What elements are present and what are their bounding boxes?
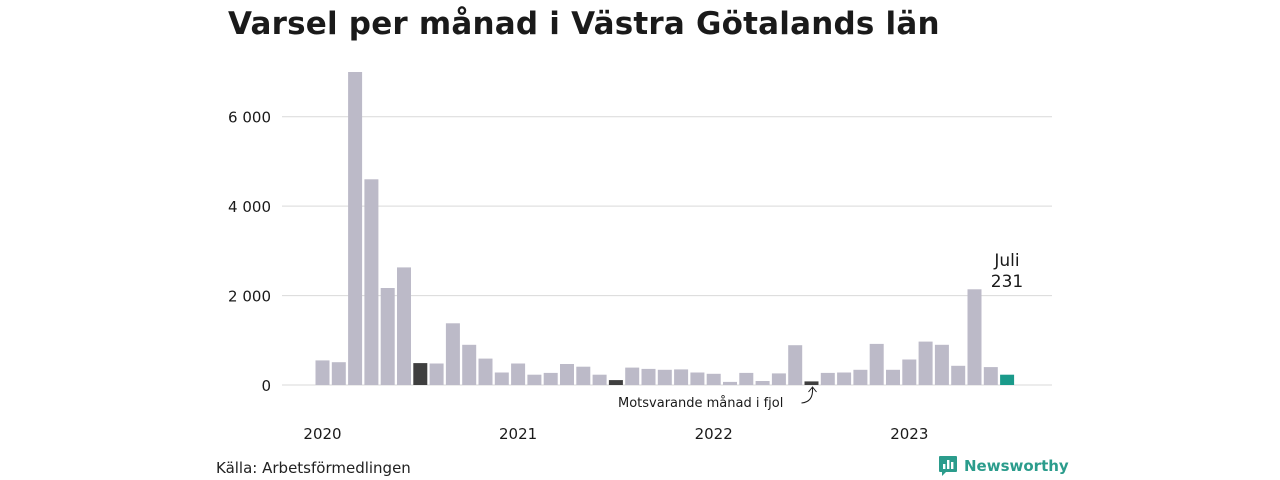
bars <box>315 72 1015 385</box>
bar-chart-speech-icon <box>939 456 957 476</box>
bar-2022-04 <box>755 381 770 385</box>
bar-2022-08 <box>820 372 835 385</box>
bar-2021-05 <box>576 366 591 385</box>
bar-2022-09 <box>837 372 852 385</box>
y-tick-label: 2 000 <box>228 288 271 306</box>
bar-2022-10 <box>853 369 868 385</box>
annotation-arrow <box>801 386 817 404</box>
bar-2021-03 <box>543 372 558 385</box>
x-year-label-2023: 2023 <box>890 425 928 443</box>
bar-2020-08 <box>429 363 444 385</box>
x-axis-year-labels: 2020 2021 2022 2023 <box>303 425 928 443</box>
bar-2022-11 <box>869 343 884 385</box>
bar-2023-05 <box>967 289 982 385</box>
bar-2020-07 <box>413 363 428 385</box>
x-year-label-2020: 2020 <box>303 425 341 443</box>
bar-2020-04 <box>364 179 379 385</box>
bar-2021-08 <box>625 367 640 385</box>
bar-2023-04 <box>951 365 966 385</box>
bar-2020-09 <box>445 323 460 385</box>
bar-2020-05 <box>380 288 395 385</box>
bar-2020-11 <box>478 358 493 385</box>
bar-2020-10 <box>462 344 477 385</box>
annotation-text: Motsvarande månad i fjol <box>618 396 783 411</box>
brand-logo: Newsworthy <box>938 455 1069 477</box>
bar-2023-06 <box>983 367 998 385</box>
bar-2022-12 <box>886 369 900 385</box>
source-note: Källa: Arbetsförmedlingen <box>216 459 411 477</box>
bar-2021-11 <box>674 369 689 385</box>
bar-2020-01 <box>315 360 330 385</box>
bar-2021-07 <box>608 380 623 385</box>
bar-2021-10 <box>657 369 672 385</box>
current-value-callout: Juli 231 <box>991 251 1023 292</box>
y-tick-label: 4 000 <box>228 198 271 216</box>
callout-value: 231 <box>991 272 1023 292</box>
bar-2021-06 <box>592 374 607 385</box>
bar-2023-07 <box>1000 374 1015 385</box>
bar-2020-06 <box>397 267 411 385</box>
y-tick-label: 6 000 <box>228 109 271 127</box>
bar-2021-01 <box>511 363 526 385</box>
bar-2021-12 <box>690 372 705 385</box>
bar-2023-01 <box>902 359 917 385</box>
y-axis-ticks: 0 2 000 4 000 6 000 <box>228 109 271 395</box>
bar-2021-04 <box>560 364 574 385</box>
bar-2020-03 <box>348 72 363 385</box>
bar-2020-02 <box>331 362 346 385</box>
bar-2023-02 <box>918 341 933 385</box>
chart-title: Varsel per månad i Västra Götalands län <box>228 6 940 42</box>
bar-2022-03 <box>739 372 754 385</box>
previous-year-annotation: Motsvarande månad i fjol <box>618 386 817 411</box>
bar-2022-05 <box>771 373 786 385</box>
bar-2023-03 <box>934 344 949 385</box>
bar-2021-09 <box>641 368 656 385</box>
x-year-label-2022: 2022 <box>695 425 733 443</box>
y-tick-label: 0 <box>261 377 271 395</box>
x-year-label-2021: 2021 <box>499 425 537 443</box>
bar-2022-06 <box>788 345 803 385</box>
callout-month: Juli <box>993 251 1019 271</box>
brand-name: Newsworthy <box>964 457 1069 475</box>
bar-2022-01 <box>706 373 721 385</box>
bar-2022-07 <box>804 381 819 385</box>
bar-2022-02 <box>723 381 737 385</box>
bar-2021-02 <box>527 374 542 385</box>
bar-2020-12 <box>494 372 509 385</box>
